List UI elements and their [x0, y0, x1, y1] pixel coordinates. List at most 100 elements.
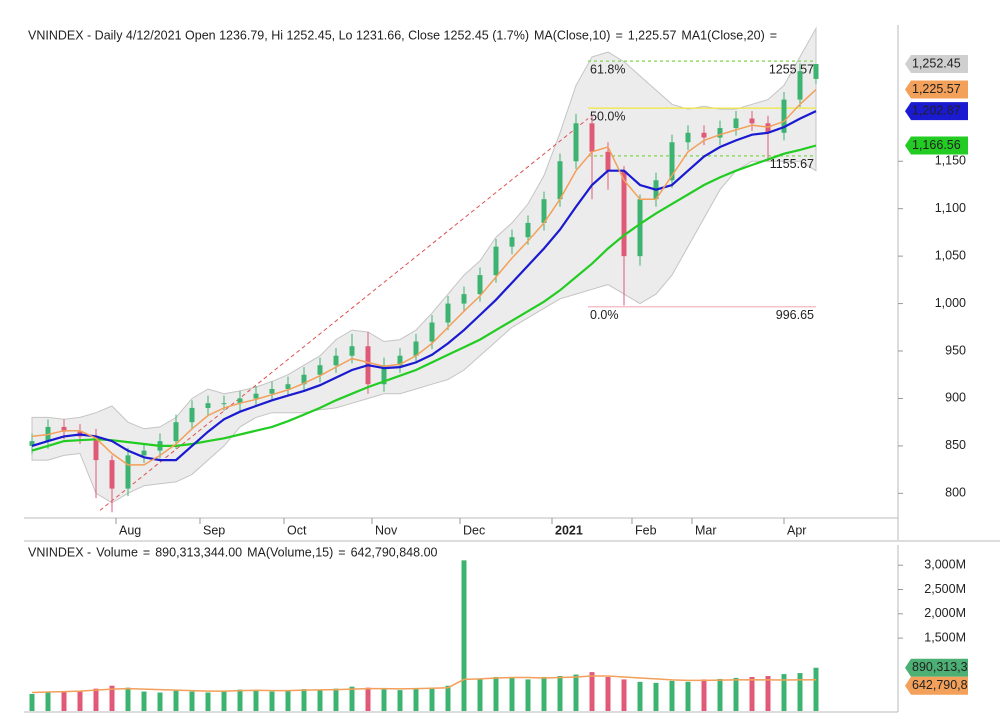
y-tick-label: 1,100: [935, 201, 966, 215]
volume-bar: [109, 685, 115, 711]
y-tick-label: 2,500M: [924, 582, 966, 596]
legend-separator: =: [143, 545, 150, 559]
volume-bar: [573, 674, 579, 711]
candle-body: [253, 393, 259, 399]
fib-label: 50.0%: [590, 109, 625, 123]
candle-body: [605, 151, 611, 171]
y-tick-label: 1,150: [935, 154, 966, 168]
candle-body: [381, 365, 387, 385]
volume-bar: [765, 676, 771, 711]
volume-bar: [269, 691, 275, 711]
candle-body: [573, 123, 579, 162]
volume-bar: [749, 676, 755, 711]
candle-body: [221, 403, 227, 405]
candle-body: [733, 118, 739, 129]
candle-body: [493, 246, 499, 276]
volume-plot: [29, 560, 819, 711]
volume-bar: [45, 692, 51, 711]
y-tick-label: 950: [945, 343, 966, 357]
volume-bar: [221, 690, 227, 711]
legend-separator: =: [770, 28, 777, 42]
candle-body: [349, 346, 355, 356]
volume-bar: [445, 685, 451, 711]
candle-body: [109, 460, 115, 489]
series-last-label: 1,166.56: [912, 138, 961, 152]
volume-bar: [781, 674, 787, 711]
candle-body: [749, 118, 755, 124]
y-tick-label: 850: [945, 438, 966, 452]
volume-bar: [621, 679, 627, 711]
volume-bar: [173, 690, 179, 711]
price-labels: 1,252.45 1,225.57 1,202.87 1,166.56 890,313,…: [905, 55, 999, 695]
volume-bar: [637, 681, 643, 711]
chart-title: VNINDEX -: [28, 545, 91, 559]
candle-body: [621, 170, 627, 257]
volume-bar: [333, 688, 339, 711]
x-tick-label: Aug: [119, 523, 141, 537]
candle-body: [781, 99, 787, 133]
candle-body: [637, 199, 643, 257]
moving-average: [31, 144, 817, 452]
candle-body: [413, 341, 419, 356]
volume-bar: [253, 690, 259, 711]
volume-last-label: 642,790,848.00: [912, 678, 999, 692]
series-last-label-box: [905, 102, 968, 121]
candle-body: [669, 142, 675, 181]
legend-separator: =: [338, 545, 345, 559]
volume-bar: [125, 687, 131, 711]
candle-body: [525, 222, 531, 238]
volume-bar: [349, 686, 355, 711]
volume-last-label: 890,313,344.00: [912, 660, 999, 674]
y-tick-label: 2,000M: [924, 606, 966, 620]
candle-body: [301, 374, 307, 385]
candle-body: [477, 275, 483, 295]
x-tick-label: Feb: [635, 523, 657, 537]
candle-body: [61, 426, 67, 432]
fib-label: 0.0%: [590, 308, 619, 322]
legend-name: MA1(Close,20): [681, 28, 764, 42]
x-tick-label: Mar: [695, 523, 717, 537]
price-plot: 61.8% 1255.57 50.0% 1155.67 0.0% 996.65: [29, 26, 819, 513]
volume-bar: [653, 682, 659, 711]
candle-body: [333, 355, 339, 366]
candle-body: [141, 450, 147, 456]
y-tick-label: 1,050: [935, 248, 966, 262]
x-tick-label: Apr: [787, 523, 806, 537]
volume-ma: [31, 675, 817, 694]
volume-bar: [701, 679, 707, 711]
volume-bar: [381, 689, 387, 711]
volume-bar: [589, 672, 595, 711]
series-last-label-box: [905, 136, 968, 155]
volume-label-box: [905, 676, 968, 695]
candle-body: [717, 128, 723, 138]
candle-body: [589, 123, 595, 152]
candle-body: [797, 71, 803, 100]
legend-value: 890,313,344.00: [155, 545, 242, 559]
volume-bar: [717, 678, 723, 711]
volume-bar: [157, 692, 163, 711]
candle-body: [205, 403, 211, 408]
candle-body: [813, 64, 819, 79]
volume-bar: [797, 673, 803, 711]
volume-bar: [525, 679, 531, 711]
legend-name: Volume: [96, 545, 138, 559]
axes: VNINDEX - Daily 4/12/2021 Open 1236.79, …: [28, 28, 966, 644]
legend-value: 642,790,848.00: [351, 545, 438, 559]
fib-value: 1255.57: [769, 62, 814, 76]
candle-body: [701, 132, 707, 138]
candle-body: [461, 294, 467, 304]
y-tick-label: 900: [945, 391, 966, 405]
fib-value: 1155.67: [770, 157, 814, 171]
volume-label-box: [905, 658, 968, 677]
volume-bar: [301, 689, 307, 711]
x-tick-label: Dec: [463, 523, 485, 537]
chart-title: VNINDEX - Daily 4/12/2021 Open 1236.79, …: [28, 28, 529, 42]
x-tick-label: Oct: [287, 523, 307, 537]
volume-bar: [733, 677, 739, 711]
x-tick-label: Sep: [203, 523, 225, 537]
volume-bar: [397, 690, 403, 711]
candle-body: [429, 322, 435, 342]
y-tick-label: 800: [945, 486, 966, 500]
moving-average: [31, 110, 817, 462]
